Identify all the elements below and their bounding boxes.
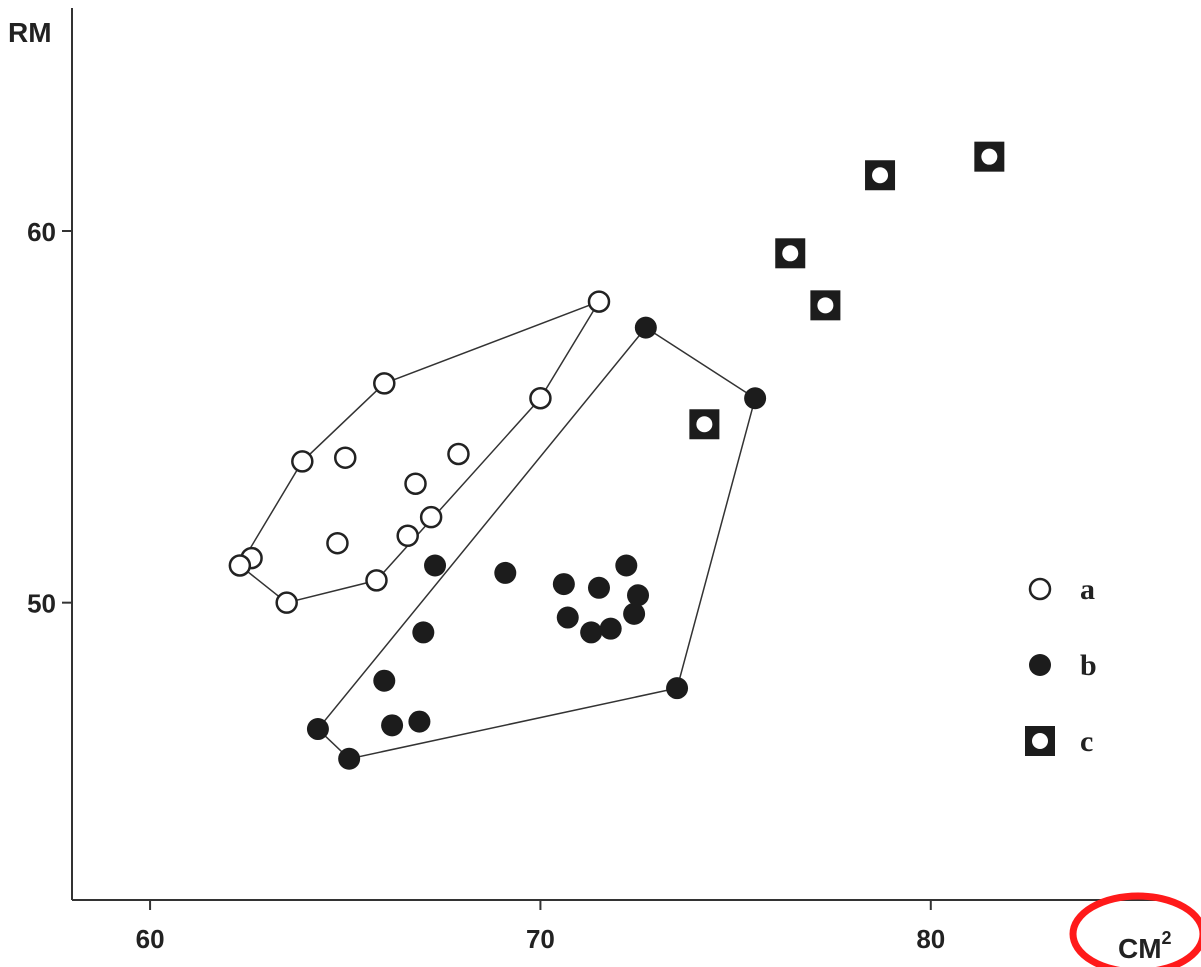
data-point-b xyxy=(408,710,431,733)
data-point-a xyxy=(275,591,298,614)
data-point-c xyxy=(865,160,896,191)
data-point-b xyxy=(373,669,396,692)
legend-label-b: b xyxy=(1080,649,1097,682)
data-point-b xyxy=(744,387,767,410)
legend-label-a: a xyxy=(1080,573,1095,606)
data-point-b xyxy=(599,617,622,640)
x-tick-label: 60 xyxy=(136,924,165,954)
x-tick-label: 70 xyxy=(526,924,555,954)
y-tick-label: 60 xyxy=(27,217,56,247)
y-tick-label: 50 xyxy=(27,589,56,619)
data-point-b xyxy=(587,576,610,599)
data-point-b xyxy=(494,561,517,584)
ticks: 60 70 80 50 60 xyxy=(27,217,945,954)
x-axis-label: CM2 xyxy=(1118,928,1172,964)
data-point-c xyxy=(775,238,806,269)
data-point-c xyxy=(810,290,841,321)
data-point-b xyxy=(338,747,361,770)
data-point-a xyxy=(447,442,470,466)
data-point-c xyxy=(689,409,720,440)
legend-marker-a xyxy=(1028,577,1052,601)
data-point-a xyxy=(404,472,427,495)
data-point-b xyxy=(556,606,579,629)
data-point-b xyxy=(623,602,646,625)
data-point-b xyxy=(615,554,638,577)
data-point-a xyxy=(419,505,443,529)
data-point-b xyxy=(552,573,575,596)
legend-marker-c xyxy=(1025,726,1055,756)
x-axis-label-superscript: 2 xyxy=(1162,928,1172,948)
hull-outline-a xyxy=(238,300,601,604)
legend-label-c: c xyxy=(1080,725,1093,758)
data-point-a xyxy=(529,387,552,410)
highlight-circle-annotation xyxy=(1069,892,1201,967)
data-point-b xyxy=(634,316,657,339)
data-point-a xyxy=(396,524,419,548)
data-point-a xyxy=(326,531,349,555)
data-point-b xyxy=(381,714,404,737)
data-point-b xyxy=(666,677,689,700)
axes: RM CM2 xyxy=(8,8,1172,964)
legend-marker-b xyxy=(1029,654,1051,676)
data-point-b xyxy=(580,621,603,644)
x-axis-label-text: CM xyxy=(1118,933,1162,964)
data-point-a xyxy=(365,569,388,592)
data-points xyxy=(228,141,1005,770)
data-point-a xyxy=(228,554,252,577)
data-point-b xyxy=(306,718,329,741)
data-point-a xyxy=(373,372,396,395)
hull-outline-b xyxy=(316,326,756,760)
data-point-c xyxy=(974,141,1005,172)
data-point-b xyxy=(424,554,447,577)
x-tick-label: 80 xyxy=(916,924,945,954)
y-axis-label: RM xyxy=(8,17,52,48)
data-point-b xyxy=(412,621,435,644)
data-point-a xyxy=(291,450,314,473)
data-point-a xyxy=(587,290,611,313)
data-point-b xyxy=(627,584,650,607)
data-point-a xyxy=(334,446,357,469)
legend: a b c xyxy=(1025,573,1097,758)
hulls xyxy=(238,300,756,760)
